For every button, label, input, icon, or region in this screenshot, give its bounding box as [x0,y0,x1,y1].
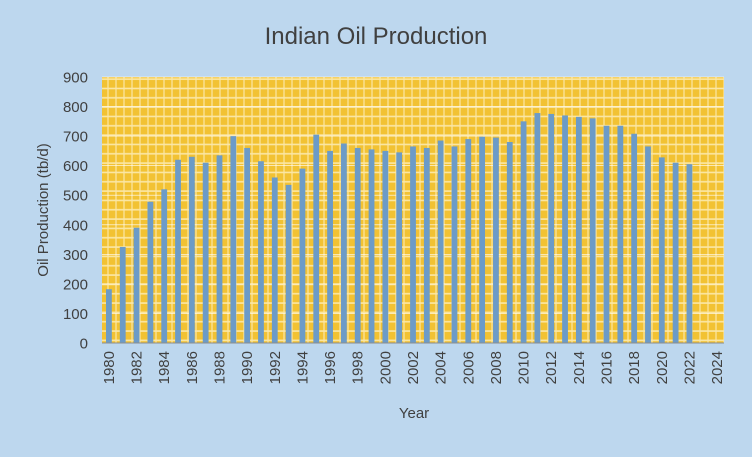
x-tick-label: 1980 [101,351,118,384]
x-axis-label: Year [399,405,429,422]
x-tick-label: 1982 [129,351,146,384]
bar-2004 [437,140,444,343]
bar-1980 [106,289,112,343]
bar-1993 [285,184,292,343]
bar-1994 [299,168,306,343]
chart-title: Indian Oil Production [265,23,488,50]
bar-1981 [119,246,126,343]
bar-1987 [202,162,209,343]
y-tick-label: 500 [63,188,88,205]
x-tick-label: 2006 [460,351,477,384]
bar-1997 [340,143,347,343]
y-tick-label: 800 [63,99,88,116]
bar-2013 [562,115,568,343]
bar-1984 [161,189,168,343]
bar-1985 [175,159,181,343]
bar-1995 [313,134,320,343]
bar-2022 [686,164,693,343]
bar-1996 [327,150,333,343]
bar-2003 [423,147,430,343]
x-tick-label: 2018 [626,351,643,384]
y-tick-label: 700 [63,129,88,146]
bar-1989 [230,136,237,343]
bar-2011 [534,113,541,344]
x-tick-label: 2014 [571,351,588,384]
bars [106,113,693,344]
x-tick-label: 1988 [211,351,228,384]
y-tick-label: 200 [63,276,88,293]
bar-2021 [672,162,679,343]
bar-2012 [548,113,555,343]
bar-2017 [617,125,624,344]
bar-1998 [354,147,361,343]
bar-2016 [603,125,610,344]
bar-1999 [368,149,375,343]
x-tick-label: 1996 [322,351,339,384]
bar-1992 [271,177,278,343]
bar-1991 [258,161,264,343]
x-tick-label: 2012 [543,351,560,384]
y-tick-label: 900 [63,70,88,87]
x-tick-label: 2022 [681,351,698,384]
bar-2000 [382,150,389,343]
y-tick-label: 400 [63,217,88,234]
x-tick-label: 2000 [377,351,394,384]
bar-1990 [244,147,251,343]
x-tick-label: 1994 [294,351,311,384]
bar-1983 [147,201,154,343]
x-tick-label: 1990 [239,351,256,384]
bar-2006 [465,139,472,343]
x-tick-label: 2002 [405,351,422,384]
bar-2008 [493,137,499,343]
bar-2005 [451,146,458,343]
bar-1982 [133,227,140,343]
y-tick-label: 600 [63,158,88,175]
bar-2015 [589,118,596,343]
bar-1988 [216,155,223,343]
bar-2009 [506,142,513,343]
bar-2001 [396,152,403,343]
y-axis-ticks: 0 100 200 300 400 500 600 700 800 900 [63,70,88,353]
x-tick-label: 2020 [654,351,671,384]
x-tick-label: 2004 [433,351,450,384]
y-tick-label: 300 [63,247,88,264]
x-tick-label: 1998 [350,351,367,384]
y-axis-label: Oil Production (tb/d) [35,143,52,276]
bar-2020 [658,157,665,343]
x-tick-label: 2008 [488,351,505,384]
x-tick-label: 1986 [184,351,201,384]
bar-2014 [575,116,582,344]
y-tick-label: 100 [63,306,88,323]
x-tick-label: 2024 [709,351,726,384]
bar-2010 [520,121,527,343]
bar-2007 [479,136,486,343]
y-tick-label: 0 [80,336,88,353]
x-tick-label: 2016 [599,351,616,384]
bar-1986 [188,156,195,343]
x-axis-ticks: 1980 1982 1984 1986 1988 1990 1992 1994 1996 1998… [101,351,726,384]
x-tick-label: 1992 [267,351,284,384]
x-tick-label: 2010 [516,351,533,384]
bar-2019 [645,146,651,343]
x-tick-label: 1984 [156,351,173,384]
bar-2002 [410,146,416,343]
bar-2018 [631,133,638,343]
